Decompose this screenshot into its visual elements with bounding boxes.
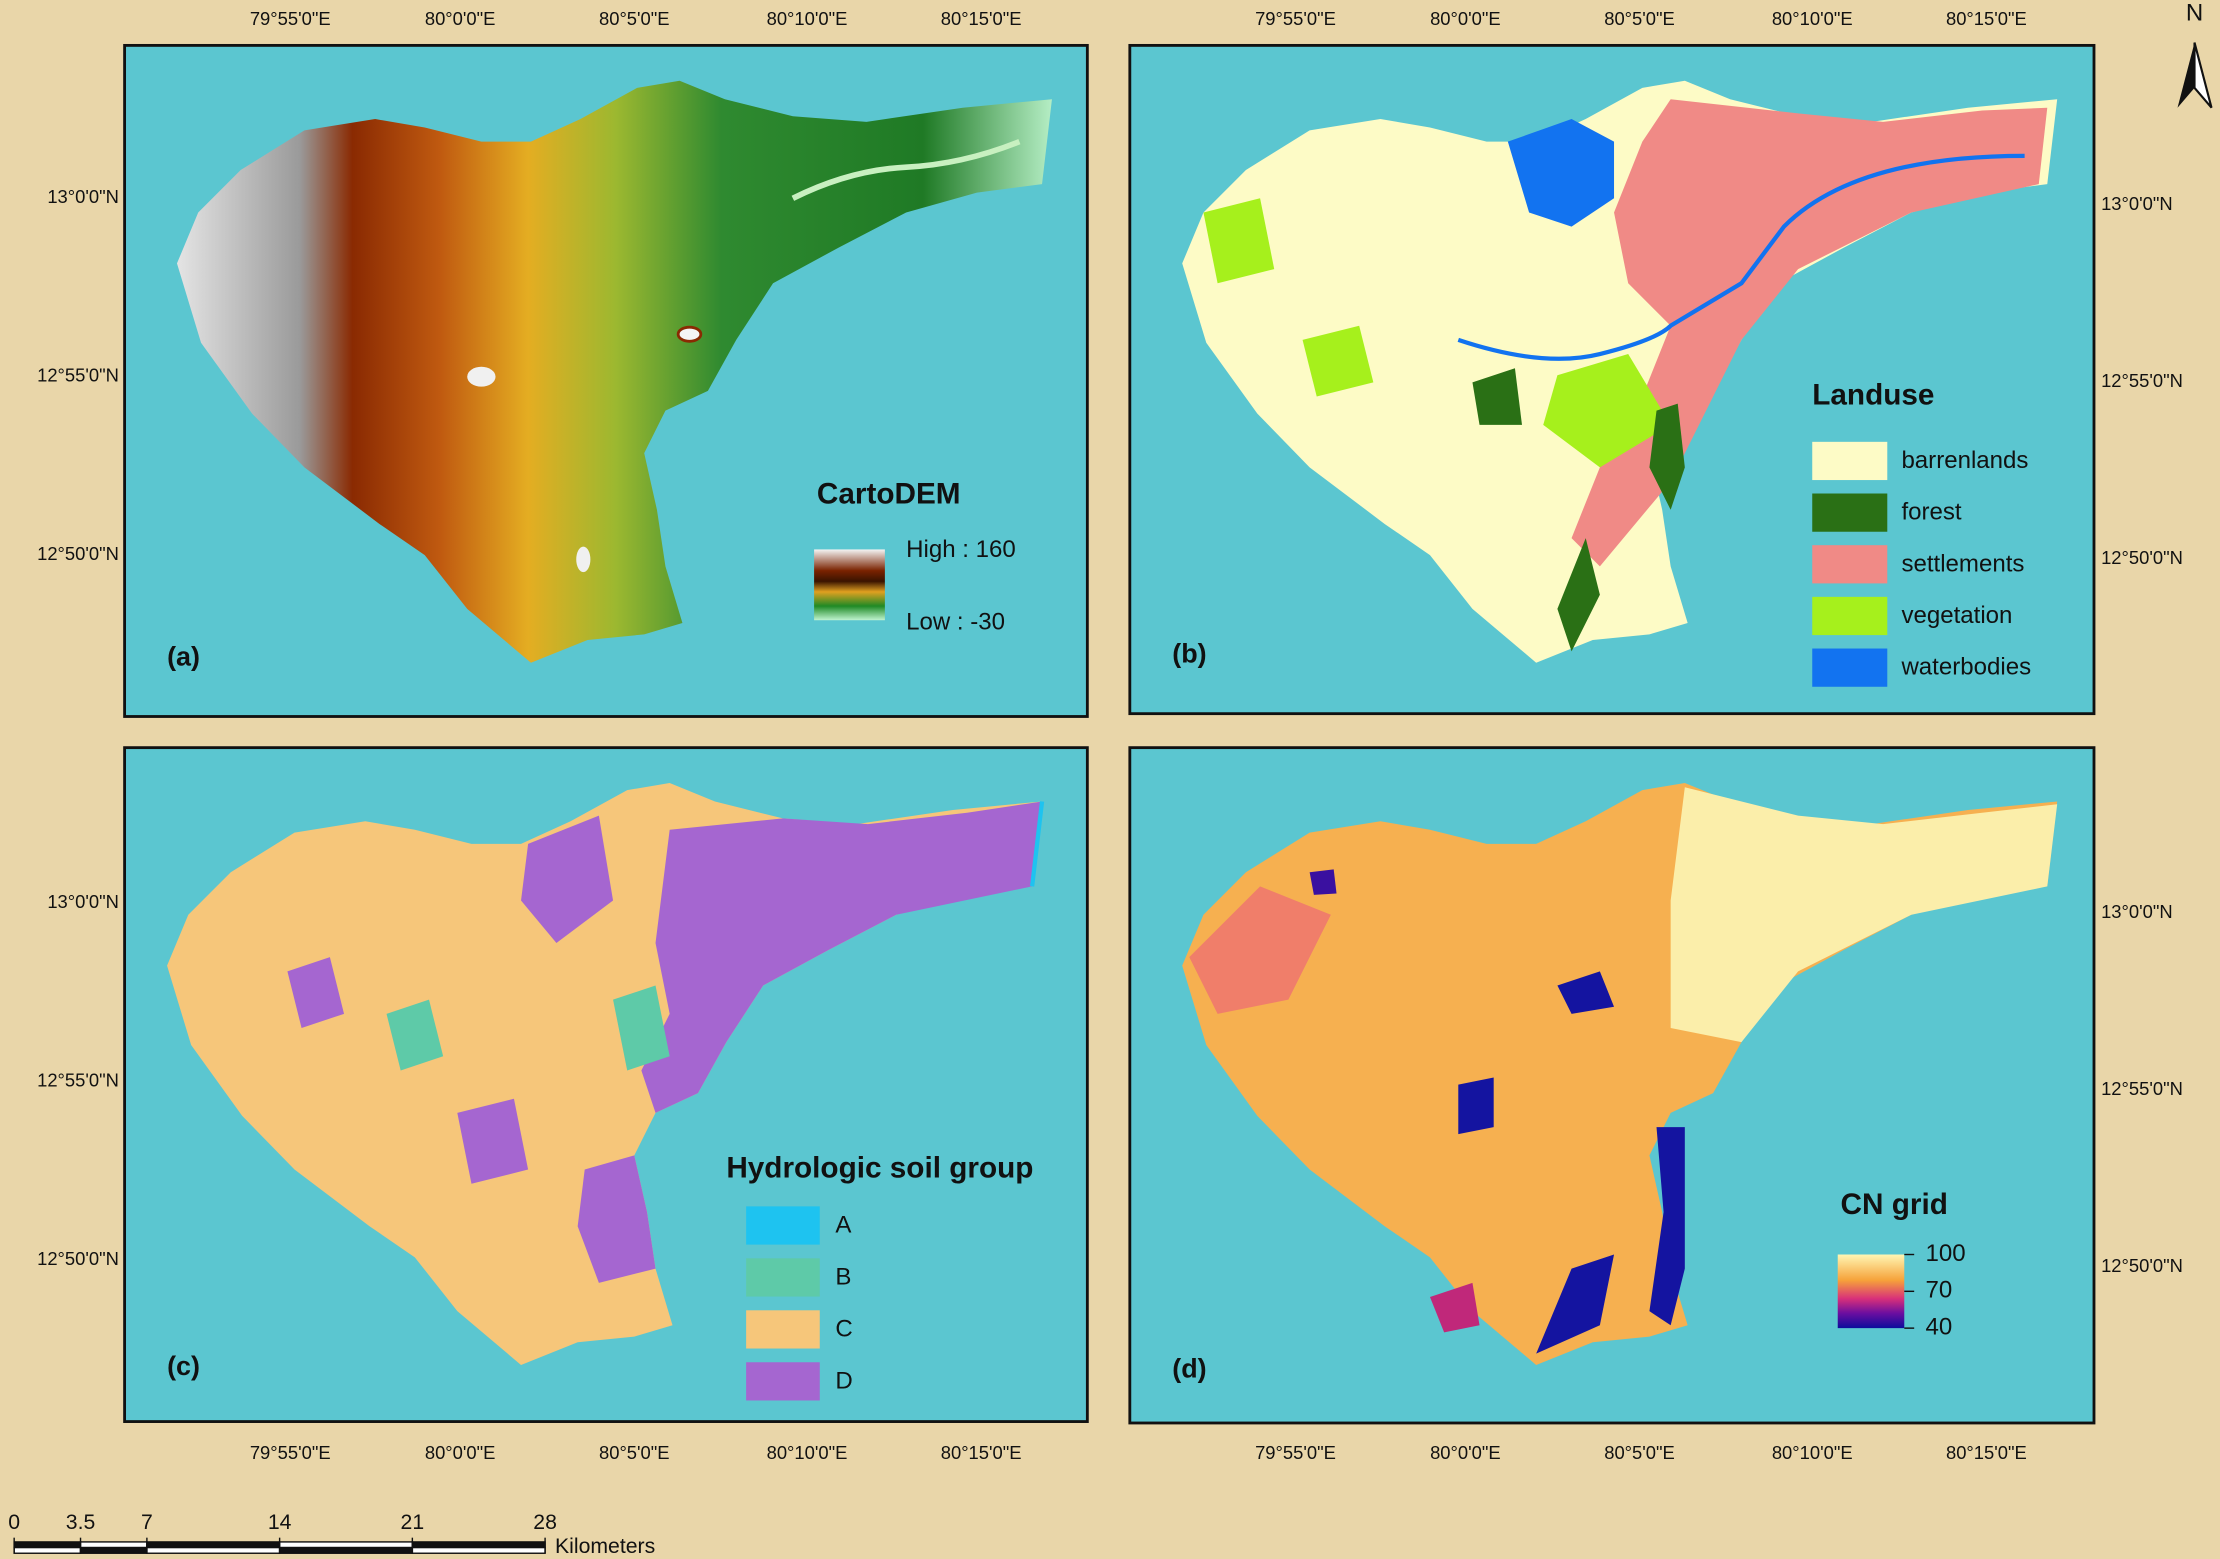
scale-tick-label: 0 (8, 1511, 20, 1534)
scale-tick-label: 21 (401, 1511, 425, 1534)
longitude-label: 80°5'0"E (599, 8, 670, 29)
longitude-label: 80°5'0"E (1604, 8, 1675, 29)
panel-label: (a) (167, 642, 200, 672)
scale-tick-label: 7 (141, 1511, 153, 1534)
longitude-label: 80°15'0"E (1946, 8, 2027, 29)
latitude-label: 12°50'0"N (37, 543, 119, 564)
legend-colorbar (1837, 1254, 1905, 1329)
longitude-label: 79°55'0"E (250, 8, 331, 29)
scale-segment (411, 1541, 546, 1549)
longitude-label: 80°10'0"E (767, 8, 848, 29)
latitude-label: 12°50'0"N (37, 1248, 119, 1269)
latitude-label: 12°55'0"N (37, 1070, 119, 1091)
legend-swatch (746, 1362, 820, 1401)
latitude-label: 13°0'0"N (2101, 901, 2173, 922)
longitude-label: 80°15'0"E (1946, 1442, 2027, 1463)
latitude-label: 12°50'0"N (2101, 547, 2183, 568)
legend-title: Landuse (1812, 378, 1934, 411)
legend-label: A (835, 1212, 851, 1239)
legend-swatch (1812, 545, 1888, 584)
legend-colorbar (814, 549, 885, 621)
legend-tick-label: 40 (1926, 1313, 1953, 1340)
scale-tick-label: 3.5 (66, 1511, 96, 1534)
north-label: N (2186, 0, 2203, 27)
legend-tick-label: 70 (1926, 1277, 1953, 1304)
scale-segment (13, 1541, 82, 1549)
scale-segment (411, 1546, 546, 1554)
legend-swatch (1812, 648, 1888, 687)
longitude-label: 80°10'0"E (767, 1442, 848, 1463)
cn-map (1182, 783, 2058, 1365)
scale-segment (146, 1546, 281, 1554)
legend-label: B (835, 1264, 851, 1291)
legend-title: Hydrologic soil group (726, 1151, 1033, 1184)
longitude-label: 80°0'0"E (425, 1442, 496, 1463)
scale-segment (146, 1541, 281, 1549)
scale-segment (79, 1546, 148, 1554)
legend-swatch (1812, 441, 1888, 481)
longitude-label: 80°10'0"E (1772, 8, 1853, 29)
panel-label: (b) (1172, 639, 1206, 669)
longitude-label: 80°10'0"E (1772, 1442, 1853, 1463)
latitude-label: 12°50'0"N (2101, 1255, 2183, 1276)
scale-segment (13, 1546, 82, 1554)
scale-tick-label: 28 (533, 1511, 557, 1534)
latitude-label: 13°0'0"N (47, 186, 119, 207)
scale-tick-label: 14 (268, 1511, 292, 1534)
latitude-label: 12°55'0"N (2101, 1078, 2183, 1099)
legend-swatch (746, 1258, 820, 1297)
legend-swatch (746, 1206, 820, 1245)
longitude-label: 80°0'0"E (425, 8, 496, 29)
longitude-label: 80°15'0"E (941, 1442, 1022, 1463)
legend-title: CartoDEM (817, 477, 961, 510)
longitude-label: 80°0'0"E (1430, 8, 1501, 29)
longitude-label: 79°55'0"E (1255, 1442, 1336, 1463)
legend-title: CN grid (1841, 1188, 1948, 1221)
latitude-label: 12°55'0"N (37, 365, 119, 386)
soil-map (167, 783, 1045, 1365)
legend-label: Low : -30 (906, 608, 1005, 635)
legend-swatch (1812, 493, 1888, 532)
legend-label: barrenlands (1901, 447, 2028, 474)
panel-label: (c) (167, 1351, 200, 1381)
longitude-label: 80°5'0"E (1604, 1442, 1675, 1463)
legend-label: waterbodies (1900, 654, 2031, 681)
legend-label: D (835, 1367, 852, 1394)
scale-segment (278, 1541, 414, 1549)
longitude-label: 80°5'0"E (599, 1442, 670, 1463)
legend-swatch (1812, 596, 1888, 636)
legend-swatch (746, 1310, 820, 1349)
latitude-label: 12°55'0"N (2101, 370, 2183, 391)
legend-label: forest (1901, 499, 1961, 526)
longitude-label: 80°0'0"E (1430, 1442, 1501, 1463)
longitude-label: 80°15'0"E (941, 8, 1022, 29)
landuse-map (1182, 80, 2058, 663)
north-arrow: N (2177, 0, 2213, 109)
legend-label: C (835, 1315, 852, 1342)
longitude-label: 79°55'0"E (1255, 8, 1336, 29)
scale-unit: Kilometers (555, 1535, 655, 1558)
legend-label: High : 160 (906, 536, 1016, 563)
latitude-label: 13°0'0"N (2101, 193, 2173, 214)
legend-tick-label: 100 (1926, 1240, 1966, 1267)
scale-segment (79, 1541, 148, 1549)
legend-label: vegetation (1901, 602, 2012, 629)
legend-label: settlements (1901, 550, 2024, 577)
scale-segment (278, 1546, 414, 1554)
dem-map (176, 80, 1052, 663)
latitude-label: 13°0'0"N (47, 891, 119, 912)
panel-label: (d) (1172, 1354, 1206, 1384)
longitude-label: 79°55'0"E (250, 1442, 331, 1463)
